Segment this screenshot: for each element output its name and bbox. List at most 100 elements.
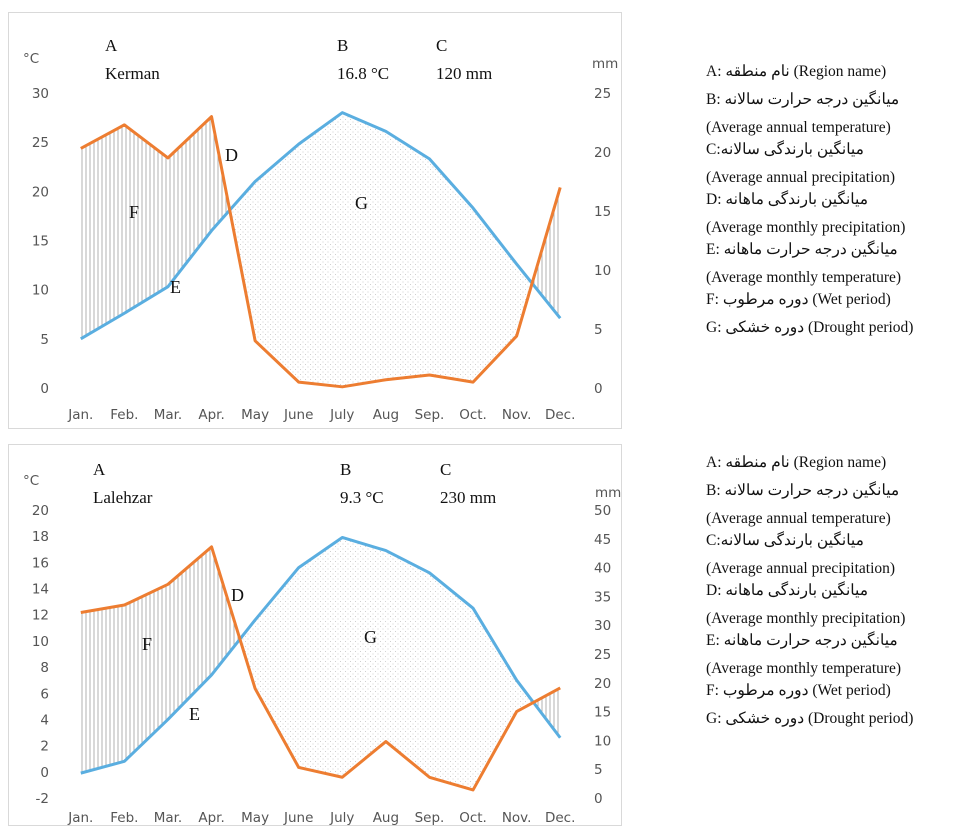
x-axis-tick-label: June: [283, 407, 313, 423]
region-name: Kerman: [105, 64, 160, 83]
region-label-d: D: [225, 145, 238, 165]
left-axis-tick-label: 16: [32, 555, 49, 571]
left-axis-tick-label: 5: [40, 332, 49, 348]
region-label-f: F: [142, 634, 152, 654]
drought-period-area: [298, 537, 343, 778]
right-axis-tick-label: 15: [594, 705, 611, 721]
legend-annual-temp-fa: B: میانگین درجه حرارت سالانه: [706, 91, 900, 108]
precipitation-line: [80, 545, 561, 792]
left-axis-unit: °C: [23, 51, 39, 67]
legend-annual-precip-en: (Average annual precipitation): [706, 560, 896, 577]
right-axis-unit: mm: [595, 485, 621, 501]
x-axis-tick-label: Feb.: [110, 810, 138, 825]
right-axis-tick-label: 25: [594, 86, 611, 102]
legend-monthly-precip-fa: D: میانگین بارندگی ماهانه: [706, 191, 868, 208]
legend-region-name: A: نام منطقه (Region name): [706, 63, 887, 80]
right-axis-tick-label: 25: [594, 647, 611, 663]
x-axis-tick-label: Aug: [373, 407, 399, 423]
wet-period-area: [211, 546, 240, 675]
left-axis-tick-label: 15: [32, 234, 49, 250]
legend-monthly-precip-en: (Average monthly precipitation): [706, 610, 906, 627]
left-axis-tick-label: 12: [32, 608, 49, 624]
right-axis-tick-label: 5: [594, 762, 603, 778]
region-name: Lalehzar: [93, 488, 153, 507]
x-axis-tick-label: Apr.: [198, 407, 224, 423]
right-axis-tick-label: 15: [594, 204, 611, 220]
left-axis-tick-label: 6: [40, 686, 49, 702]
legend-monthly-precip-en: (Average monthly precipitation): [706, 219, 906, 236]
header-a-label: A: [105, 36, 118, 55]
drought-period-area: [429, 572, 474, 790]
legend-region-name: A: نام منطقه (Region name): [706, 454, 887, 471]
right-axis-tick-label: 20: [594, 676, 611, 692]
annual-temperature: 16.8 °C: [337, 64, 389, 83]
drought-period-area: [342, 537, 386, 778]
right-axis-tick-label: 5: [594, 322, 603, 338]
legend-drought-period: G: دوره خشکی (Drought period): [706, 710, 914, 727]
wet-period-area: [167, 546, 212, 720]
x-axis-tick-label: Nov.: [502, 407, 532, 423]
left-axis-tick-label: 8: [40, 660, 49, 676]
drought-period-area: [385, 550, 430, 778]
header-b-label: B: [337, 36, 348, 55]
wet-period-area: [124, 584, 168, 762]
drought-period-area: [255, 567, 299, 768]
legend-annual-precip-fa: C:میانگین بارندگی سالانه: [706, 532, 864, 549]
region-label-g: G: [355, 193, 368, 213]
region-label-d: D: [231, 585, 244, 605]
right-axis-tick-label: 0: [594, 791, 603, 807]
header-a-label: A: [93, 460, 106, 479]
temperature-line: [80, 111, 562, 341]
precipitation-line: [80, 115, 562, 389]
wet-period-area: [532, 187, 561, 319]
temperature-line: [80, 535, 562, 775]
legend-annual-temp-en: (Average annual temperature): [706, 119, 891, 136]
annual-precipitation: 230 mm: [440, 488, 496, 507]
x-axis-tick-label: Oct.: [459, 407, 487, 423]
x-axis-tick-label: Mar.: [154, 810, 183, 825]
legend-monthly-temp-fa: E: میانگین درجه حرارت ماهانه: [706, 241, 898, 258]
x-axis-tick-label: Sep.: [415, 810, 445, 825]
x-axis-tick-label: May: [241, 810, 269, 825]
right-axis-tick-label: 10: [594, 733, 611, 749]
left-axis-tick-label: 18: [32, 529, 49, 545]
right-axis-unit: mm: [592, 56, 618, 72]
x-axis-tick-label: Dec.: [545, 810, 575, 825]
legend-monthly-temp-en: (Average monthly temperature): [706, 269, 902, 286]
region-label-e: E: [189, 704, 200, 724]
drought-period-area: [473, 608, 517, 790]
right-axis-tick-label: 0: [594, 381, 603, 397]
plot-area: 0 5 10 15 20 25 30 0 5 10 15 20 25 Jan. Feb. Mar. Apr. Ma…: [32, 86, 611, 423]
legend-annual-precip-fa: C:میانگین بارندگی سالانه: [706, 141, 864, 158]
climate-chart-lalehzar: °C mm A Lalehzar B 9.3 °C C 230 mm -2 0 2 4…: [23, 460, 621, 825]
legend-annual-temp-en: (Average annual temperature): [706, 510, 891, 527]
left-axis-tick-label: 30: [32, 86, 49, 102]
wet-period-area: [80, 124, 125, 339]
left-axis-tick-label: 0: [40, 381, 49, 397]
right-axis-tick-label: 10: [594, 263, 611, 279]
region-label-f: F: [129, 202, 139, 222]
x-axis-tick-label: May: [241, 407, 269, 423]
legend-drought-period: G: دوره خشکی (Drought period): [706, 319, 914, 336]
x-axis-tick-label: Dec.: [545, 407, 575, 423]
left-axis-tick-label: 20: [32, 184, 49, 200]
legend-monthly-precip-fa: D: میانگین بارندگی ماهانه: [706, 582, 868, 599]
left-axis-tick-label: 10: [32, 283, 49, 299]
x-axis-tick-label: Feb.: [110, 407, 138, 423]
wet-period-area: [80, 605, 125, 774]
legend-monthly-temp-en: (Average monthly temperature): [706, 660, 902, 677]
x-axis-tick-label: June: [283, 810, 313, 825]
legend-monthly-temp-fa: E: میانگین درجه حرارت ماهانه: [706, 632, 898, 649]
x-axis-tick-label: Mar.: [154, 407, 183, 423]
header-c-label: C: [436, 36, 447, 55]
drought-period-area: [342, 112, 386, 387]
left-axis-tick-label: 20: [32, 503, 49, 519]
region-label-e: E: [170, 277, 181, 297]
x-axis-tick-label: Aug: [373, 810, 399, 825]
drought-period-area: [298, 112, 343, 387]
header-b-label: B: [340, 460, 351, 479]
x-axis-tick-label: Sep.: [415, 407, 445, 423]
x-axis-tick-label: July: [329, 810, 354, 825]
left-axis-tick-label: 14: [32, 582, 49, 598]
chart-panel-lalehzar: °C mm A Lalehzar B 9.3 °C C 230 mm -2 0 2 4…: [8, 444, 622, 826]
